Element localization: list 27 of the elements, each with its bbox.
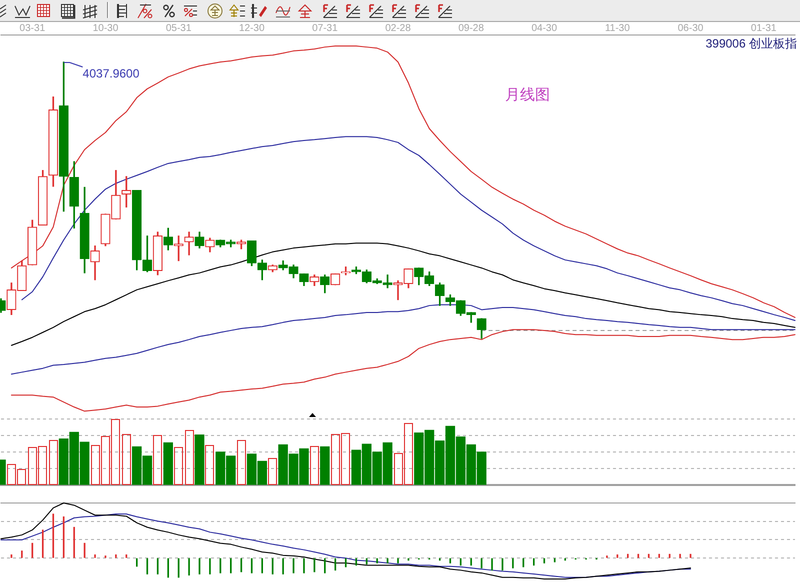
annotation: 月线图 xyxy=(505,86,550,104)
bar xyxy=(237,440,246,485)
x-tick-label: 12-30 xyxy=(238,22,265,34)
bar xyxy=(49,440,58,485)
bar xyxy=(163,442,173,485)
bar xyxy=(268,458,277,485)
bar xyxy=(320,446,330,485)
x-tick-label: 09-28 xyxy=(458,22,484,34)
x-tick-label: 03-31 xyxy=(20,22,46,34)
x-tick-label: 06-30 xyxy=(678,22,704,34)
x-tick-label: 04-30 xyxy=(531,22,558,34)
x-tick-label: 07-31 xyxy=(312,22,338,34)
x-tick-label: 11-30 xyxy=(604,22,630,34)
bar xyxy=(205,445,214,485)
x-tick-label: 02-28 xyxy=(385,22,412,34)
bar xyxy=(194,434,204,485)
candlestick xyxy=(184,232,194,256)
bar xyxy=(310,446,319,485)
bar xyxy=(185,430,194,485)
chart-title: 399006 创业板指 xyxy=(706,36,797,50)
bar xyxy=(153,435,162,485)
x-tick-label: 10-30 xyxy=(92,22,119,34)
x-tick-label: 05-31 xyxy=(166,22,192,34)
bar xyxy=(122,434,131,485)
annotation: 4037.9600 xyxy=(82,66,140,80)
bar xyxy=(174,447,183,485)
x-tick-label: 01-31 xyxy=(750,22,777,34)
